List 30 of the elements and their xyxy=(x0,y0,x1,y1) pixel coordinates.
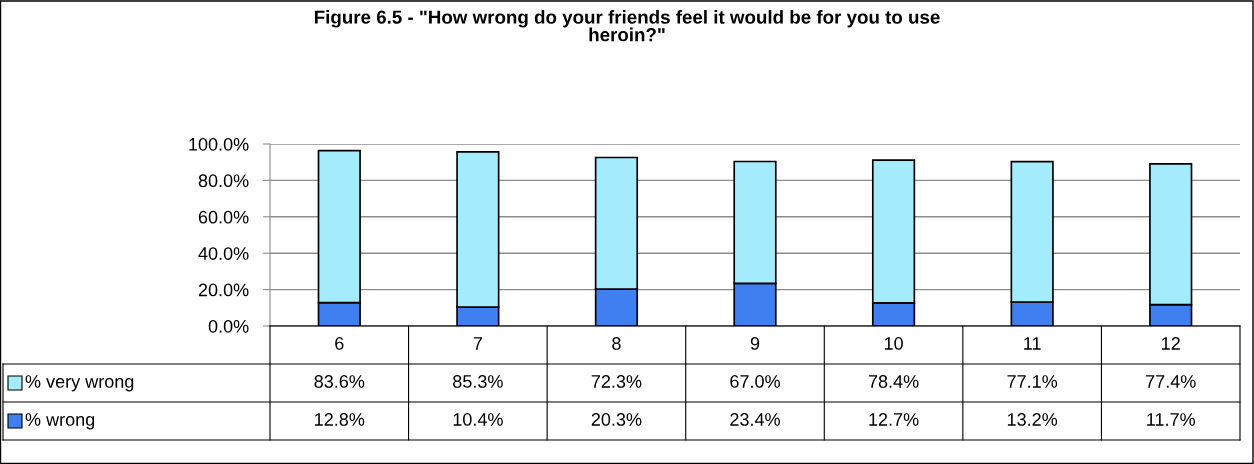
data-label: 67.0% xyxy=(730,375,780,388)
chart-title: Figure 6.5 - "How wrong do your friends feel it would be for you to use heroin?" xyxy=(314,10,940,42)
data-label: 83.6% xyxy=(314,375,365,388)
y-tick-label: 0.0% xyxy=(208,319,249,333)
y-tick-label: 20.0% xyxy=(198,283,249,297)
y-tick-label: 60.0% xyxy=(198,210,249,224)
y-tick-label: 80.0% xyxy=(198,174,249,188)
data-label: 77.1% xyxy=(1007,375,1058,388)
data-label: 12.8% xyxy=(315,413,365,426)
legend-label: % wrong xyxy=(25,413,95,430)
data-label: 78.4% xyxy=(868,375,919,388)
data-label: 13.2% xyxy=(1007,413,1058,426)
x-tick-label: 10 xyxy=(884,337,903,350)
x-tick-label: 8 xyxy=(612,337,621,350)
y-tick-label: 100.0% xyxy=(189,137,249,151)
legend-label: % very wrong xyxy=(25,375,134,392)
data-label: 12.7% xyxy=(869,413,919,426)
x-tick-label: 6 xyxy=(335,337,344,350)
x-tick-label: 12 xyxy=(1162,337,1180,350)
data-label: 23.4% xyxy=(730,413,780,426)
data-label: 77.4% xyxy=(1146,375,1196,388)
x-tick-label: 7 xyxy=(473,337,482,350)
data-label: 11.7% xyxy=(1147,413,1196,426)
x-tick-label: 9 xyxy=(750,337,760,350)
data-label: 72.3% xyxy=(591,375,642,388)
data-label: 85.3% xyxy=(453,375,503,388)
y-tick-label: 40.0% xyxy=(198,247,249,260)
data-label: 20.3% xyxy=(591,413,642,426)
data-label: 10.4% xyxy=(453,413,503,426)
x-tick-label: 11 xyxy=(1024,337,1041,350)
